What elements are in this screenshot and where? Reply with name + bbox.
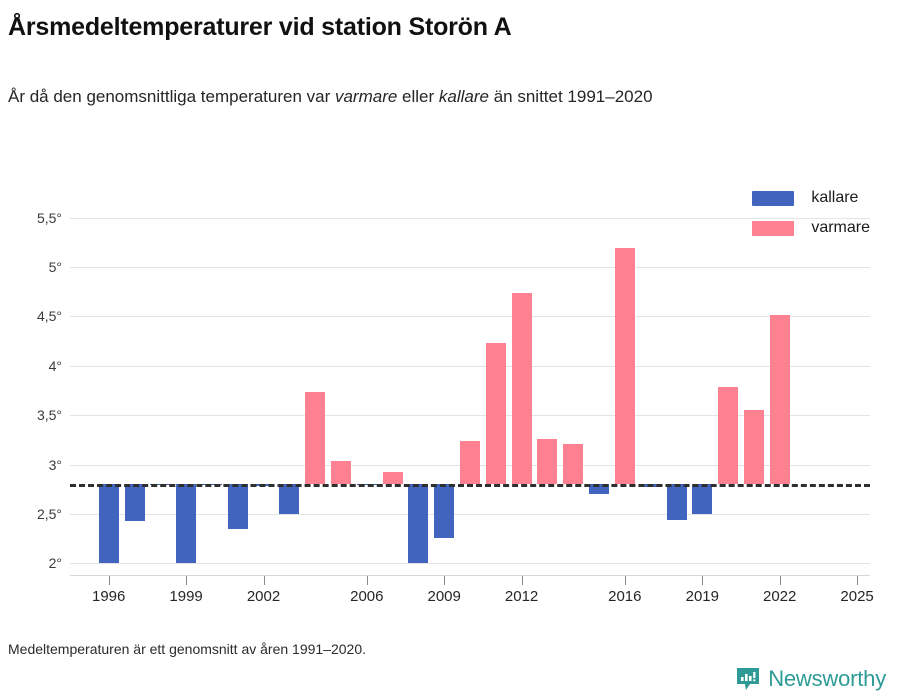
x-axis-tick-mark: [521, 576, 523, 585]
y-axis-tick-label: 5°: [48, 259, 62, 276]
page-title: Årsmedeltemperaturer vid station Storön …: [8, 13, 512, 41]
bar-2003[interactable]: [279, 484, 300, 514]
y-axis-tick-label: 4,5°: [36, 308, 62, 325]
legend-label-varmare: varmare: [811, 219, 870, 236]
chart-subtitle: År då den genomsnittliga temperaturen va…: [8, 82, 868, 111]
average-baseline: [70, 484, 870, 488]
legend-swatch-varmare: [752, 220, 795, 236]
x-axis-tick-mark: [444, 576, 446, 585]
gridline: [70, 217, 870, 219]
gridline: [70, 415, 870, 417]
x-axis-labels: 1996 1999 2002 2006 2009 2012 2016 2019 2022 2025: [70, 576, 874, 616]
y-axis-tick-label: 4°: [48, 357, 62, 374]
y-axis-tick-label: 2°: [48, 555, 62, 572]
legend-swatch-kallare: [752, 190, 795, 206]
bar-1996[interactable]: [98, 484, 119, 564]
x-axis-tick-mark: [186, 576, 188, 585]
x-axis-tick-label: 2002: [246, 588, 281, 605]
bar-2013[interactable]: [537, 438, 558, 485]
x-axis-tick-mark: [857, 576, 859, 585]
x-axis-tick-label: 2025: [840, 588, 874, 605]
subtitle-text-3: än snittet 1991–2020: [489, 87, 653, 106]
x-axis-tick-mark: [624, 576, 626, 585]
y-axis-tick-label: 3°: [48, 456, 62, 473]
brand-name: Newsworthy: [768, 666, 886, 691]
x-axis-tick-label: 1999: [169, 588, 203, 605]
legend-item-kallare[interactable]: kallare: [752, 185, 870, 211]
bar-2001[interactable]: [227, 484, 248, 529]
legend-item-varmare[interactable]: varmare: [752, 215, 870, 241]
chart-legend: kallare varmare: [752, 185, 870, 245]
bar-2011[interactable]: [485, 343, 506, 485]
gridline: [70, 365, 870, 367]
subtitle-emphasis-varmare: varmare: [334, 87, 398, 106]
bar-2018[interactable]: [666, 484, 687, 520]
legend-label-kallare: kallare: [811, 189, 859, 206]
bar-1999[interactable]: [176, 484, 197, 564]
bar-2007[interactable]: [382, 472, 403, 485]
y-axis-tick-label: 3,5°: [36, 407, 62, 424]
bar-2019[interactable]: [692, 484, 713, 514]
bar-2015[interactable]: [589, 484, 609, 495]
footnote: Medeltemperaturen är ett genomsnitt av å…: [8, 641, 367, 657]
subtitle-text-1: År då den genomsnittliga temperaturen va…: [8, 87, 335, 106]
bar-2009[interactable]: [434, 484, 455, 539]
subtitle-emphasis-kallare: kallare: [438, 87, 489, 106]
bar-2022[interactable]: [769, 314, 790, 485]
gridline: [70, 513, 870, 515]
x-axis-tick-mark: [366, 576, 368, 585]
bar-2016[interactable]: [614, 248, 635, 485]
brand-logo[interactable]: Newsworthy: [735, 666, 886, 692]
x-axis-tick-mark: [108, 576, 110, 585]
bar-2004[interactable]: [305, 392, 326, 485]
x-axis-tick-mark: [263, 576, 265, 585]
bar-2008[interactable]: [408, 484, 429, 564]
newsworthy-bubble-bar-chart-icon: [735, 666, 761, 692]
x-axis-tick-label: 2009: [427, 588, 461, 605]
x-axis-tick-label: 2019: [685, 588, 719, 605]
x-axis-tick-label: 1996: [92, 588, 126, 605]
y-axis-tick-label: 2,5°: [36, 505, 62, 522]
bar-2021[interactable]: [743, 410, 764, 485]
gridline: [70, 316, 870, 318]
x-axis-tick-label: 2012: [504, 588, 539, 605]
x-axis-tick-label: 2006: [350, 588, 384, 605]
bar-2020[interactable]: [718, 386, 739, 485]
x-axis-tick-label: 2022: [763, 588, 797, 605]
bar-2010[interactable]: [460, 440, 480, 485]
x-axis-line: [70, 575, 870, 576]
bar-1997[interactable]: [124, 484, 145, 521]
x-axis-tick-mark: [779, 576, 781, 585]
gridline: [70, 267, 870, 269]
y-axis-labels: 2° 2,5° 3° 3,5° 4° 4,5° 5° 5,5°: [0, 200, 62, 575]
plot-area: [70, 200, 870, 575]
gridline: [70, 563, 870, 565]
x-axis-tick-label: 2016: [608, 588, 642, 605]
bar-2012[interactable]: [511, 292, 532, 485]
subtitle-text-2: eller: [397, 87, 439, 106]
bar-2014[interactable]: [563, 443, 584, 485]
y-axis-tick-label: 5,5°: [36, 209, 62, 226]
x-axis-tick-mark: [702, 576, 704, 585]
bar-2005[interactable]: [331, 460, 351, 485]
